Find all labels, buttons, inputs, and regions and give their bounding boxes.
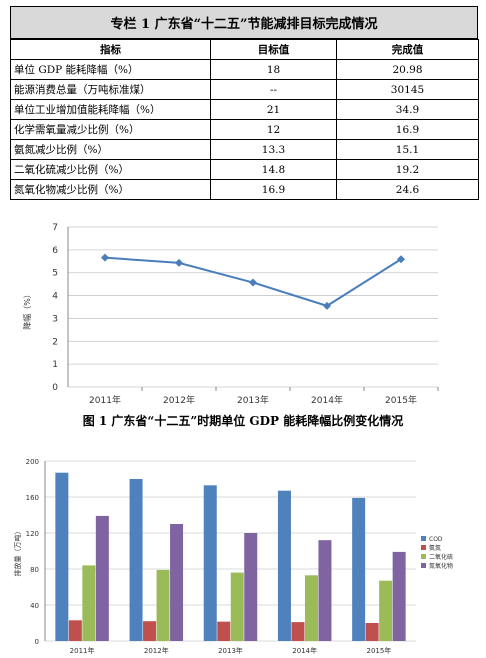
line-point	[101, 253, 109, 262]
legend-swatch	[421, 545, 426, 550]
bar	[203, 485, 217, 641]
bar-x-tick-label: 2015年	[366, 646, 391, 655]
bar	[318, 540, 332, 641]
table-row: 二氧化硫减少比例（%） 14.8 19.2	[10, 159, 479, 180]
table-row: 单位 GDP 能耗降幅（%） 18 20.98	[10, 59, 479, 80]
bar	[230, 572, 244, 641]
bar	[156, 569, 170, 641]
cell-achieved: 30145	[336, 79, 479, 100]
bar	[95, 515, 109, 641]
bar	[217, 621, 231, 641]
cell-target: 21	[210, 99, 337, 120]
line-y-tick-label: 0	[52, 383, 58, 393]
cell-target: 18	[210, 59, 337, 80]
bar	[392, 551, 406, 641]
line-y-tick-label: 3	[52, 314, 58, 324]
cell-target: 13.3	[210, 139, 337, 160]
targets-table-panel: 专栏 1 广东省“十二五”节能减排目标完成情况 指标 目标值 完成值 单位 GD…	[10, 6, 479, 200]
table-row: 氨氮减少比例（%） 13.3 15.1	[10, 139, 479, 160]
targets-table: 指标 目标值 完成值 单位 GDP 能耗降幅（%） 18 20.98 能源消费总…	[10, 39, 479, 200]
header-indicator: 指标	[10, 39, 211, 60]
cell-target: --	[210, 79, 337, 100]
cell-indicator: 单位 GDP 能耗降幅（%）	[10, 59, 211, 80]
line-x-tick-label: 2015年	[385, 394, 417, 406]
line-point	[175, 258, 183, 267]
legend-swatch	[421, 554, 426, 559]
cell-indicator: 单位工业增加值能耗降幅（%）	[10, 99, 211, 120]
cell-indicator: 能源消费总量（万吨标准煤）	[10, 79, 211, 100]
cell-achieved: 15.1	[336, 139, 479, 160]
legend-label: 氨氮	[429, 544, 441, 552]
line-y-tick-label: 7	[52, 223, 58, 233]
bar	[82, 565, 96, 641]
bar	[291, 622, 305, 641]
bar-x-tick-label: 2012年	[144, 646, 169, 655]
bar	[170, 524, 184, 641]
cell-indicator: 化学需氧量减少比例（%）	[10, 119, 211, 140]
cell-target: 14.8	[210, 159, 337, 180]
header-achieved: 完成值	[336, 39, 479, 60]
table-title: 专栏 1 广东省“十二五”节能减排目标完成情况	[10, 6, 478, 39]
line-point	[249, 278, 257, 287]
bar	[365, 623, 379, 641]
bar	[379, 580, 393, 641]
line-x-tick-label: 2013年	[237, 394, 269, 406]
bar	[352, 497, 366, 641]
bar-y-tick-label: 0	[35, 638, 39, 646]
line-x-tick-label: 2012年	[163, 394, 195, 406]
bar	[277, 490, 291, 641]
emissions-bar-chart: 排放量（万吨） 0 40 80 120 160 200 2011年 2012年 2013年 201…	[13, 458, 453, 655]
line-x-tick-label: 2014年	[311, 394, 343, 406]
legend-swatch	[421, 563, 426, 568]
cell-achieved: 16.9	[336, 119, 479, 140]
bar	[304, 575, 318, 641]
table-row: 单位工业增加值能耗降幅（%） 21 34.9	[10, 99, 479, 120]
table-row: 化学需氧量减少比例（%） 12 16.9	[10, 119, 479, 140]
figure-caption: 图 1 广东省“十二五”时期单位 GDP 能耗降幅比例变化情况	[82, 414, 404, 428]
cell-indicator: 二氧化硫减少比例（%）	[10, 159, 211, 180]
table-row: 氮氧化物减少比例（%） 16.9 24.6	[10, 179, 479, 200]
cell-indicator: 氨氮减少比例（%）	[10, 139, 211, 160]
bar-y-axis-label: 排放量（万吨）	[13, 528, 22, 577]
bar	[244, 533, 258, 641]
bar-y-tick-label: 200	[26, 458, 39, 466]
cell-target: 12	[210, 119, 337, 140]
table-row: 能源消费总量（万吨标准煤） -- 30145	[10, 79, 479, 100]
legend-swatch	[421, 536, 426, 541]
header-target: 目标值	[210, 39, 337, 60]
line-point	[397, 255, 405, 264]
bar-y-tick-label: 160	[26, 494, 39, 502]
gdp-energy-line-chart: 降幅（%） 0 1 2 3 4 5 6 7 2011年 2012年 2013年 2014年 2015年	[22, 223, 439, 406]
line-point	[323, 301, 331, 310]
cell-target: 16.9	[210, 179, 337, 200]
cell-achieved: 20.98	[336, 59, 479, 80]
cell-achieved: 24.6	[336, 179, 479, 200]
line-y-tick-label: 4	[52, 292, 58, 302]
bar	[55, 472, 69, 641]
bar	[129, 479, 143, 641]
line-y-tick-label: 2	[52, 337, 58, 347]
cell-achieved: 34.9	[336, 99, 479, 120]
bar-y-tick-label: 120	[26, 530, 39, 538]
bar-x-tick-label: 2014年	[292, 646, 317, 655]
line-x-tick-label: 2011年	[89, 394, 121, 406]
bar	[143, 621, 157, 641]
bar-y-tick-label: 80	[30, 566, 39, 574]
legend-label: COD	[429, 536, 443, 543]
line-y-tick-label: 5	[52, 269, 58, 279]
line-y-tick-label: 1	[52, 360, 58, 370]
legend-label: 氮氧化物	[429, 562, 453, 570]
cell-indicator: 氮氧化物减少比例（%）	[10, 179, 211, 200]
bar-x-tick-label: 2011年	[70, 646, 95, 655]
table-header-row: 指标 目标值 完成值	[10, 39, 479, 60]
bar-y-tick-label: 40	[30, 602, 39, 610]
bar	[68, 620, 82, 641]
bar-x-tick-label: 2013年	[218, 646, 243, 655]
legend-label: 二氧化硫	[429, 553, 453, 561]
line-y-axis-label: 降幅（%）	[22, 290, 32, 330]
cell-achieved: 19.2	[336, 159, 479, 180]
line-y-tick-label: 6	[52, 246, 58, 256]
